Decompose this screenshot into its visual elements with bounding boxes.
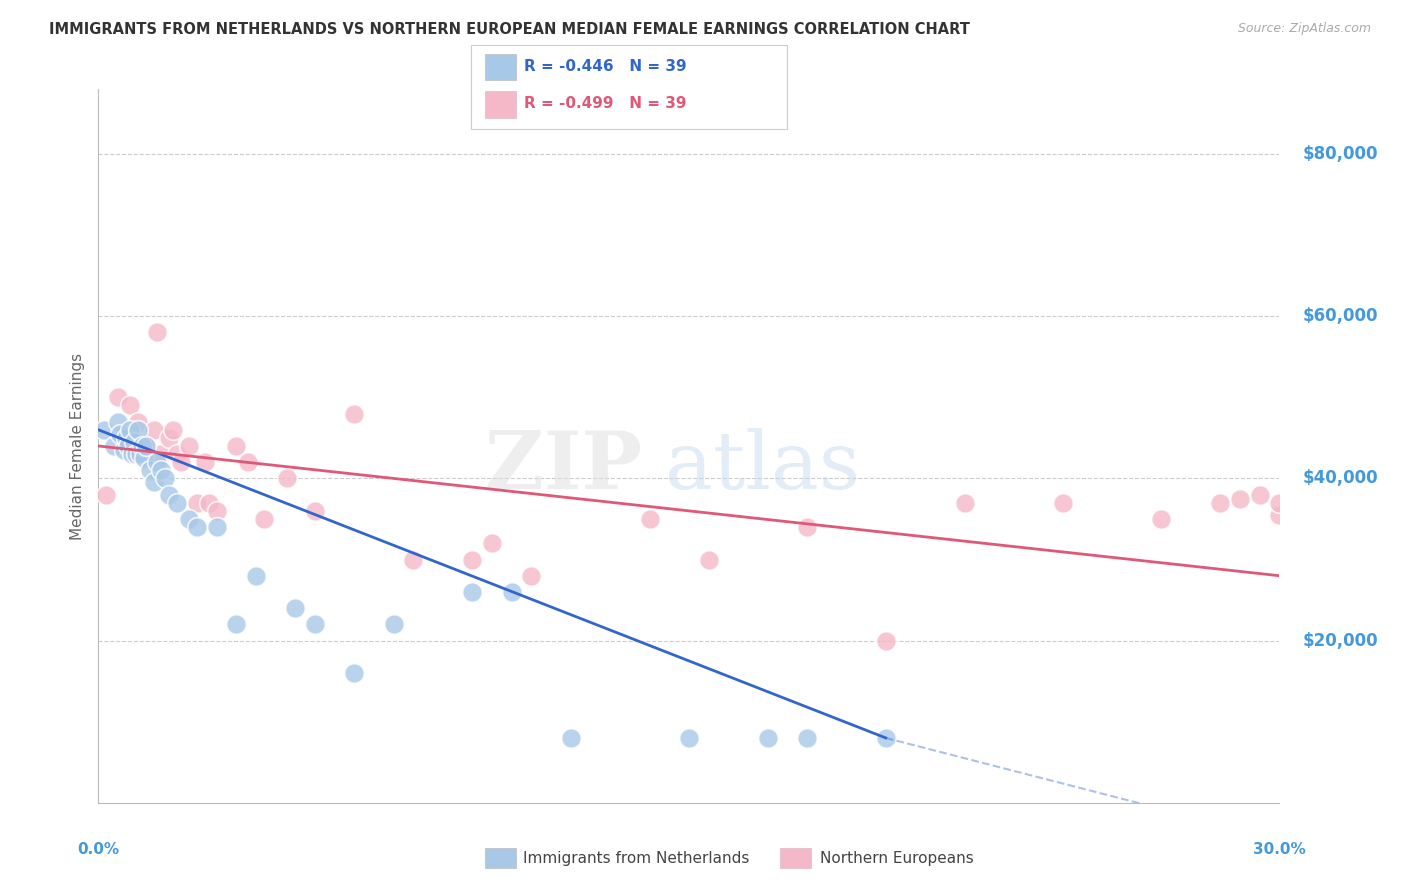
Point <box>501 585 523 599</box>
Point <box>875 731 897 745</box>
Text: $40,000: $40,000 <box>1303 469 1379 487</box>
Point <box>177 512 200 526</box>
Point <box>157 431 180 445</box>
Point <box>166 496 188 510</box>
Text: $60,000: $60,000 <box>1303 307 1378 326</box>
Point <box>1249 488 1271 502</box>
Point <box>796 731 818 745</box>
Point <box>186 496 208 510</box>
Point <box>138 463 160 477</box>
Point <box>127 415 149 429</box>
Text: 30.0%: 30.0% <box>1253 842 1306 856</box>
Point <box>103 439 125 453</box>
Point <box>118 399 141 413</box>
Point <box>205 520 228 534</box>
Point <box>756 731 779 745</box>
Point <box>162 423 184 437</box>
Point <box>131 439 153 453</box>
Point <box>225 617 247 632</box>
Point <box>343 666 366 681</box>
Point <box>115 431 138 445</box>
Point <box>107 415 129 429</box>
Point <box>236 455 259 469</box>
Text: IMMIGRANTS FROM NETHERLANDS VS NORTHERN EUROPEAN MEDIAN FEMALE EARNINGS CORRELAT: IMMIGRANTS FROM NETHERLANDS VS NORTHERN … <box>49 22 970 37</box>
Point <box>276 471 298 485</box>
Point <box>461 552 484 566</box>
Point <box>1268 496 1291 510</box>
Text: Northern Europeans: Northern Europeans <box>820 851 973 865</box>
Point <box>112 443 135 458</box>
Text: Source: ZipAtlas.com: Source: ZipAtlas.com <box>1237 22 1371 36</box>
Point <box>142 475 165 490</box>
Point <box>1209 496 1232 510</box>
Point <box>194 455 217 469</box>
Point <box>304 617 326 632</box>
Point <box>304 504 326 518</box>
Point <box>122 434 145 449</box>
Point <box>157 488 180 502</box>
Point <box>146 326 169 340</box>
Point <box>108 426 131 441</box>
Point <box>150 447 173 461</box>
Point <box>481 536 503 550</box>
Point <box>402 552 425 566</box>
Text: $80,000: $80,000 <box>1303 145 1378 163</box>
Point <box>382 617 405 632</box>
Point <box>1268 508 1291 522</box>
Point <box>1052 496 1074 510</box>
Point <box>127 423 149 437</box>
Point <box>1150 512 1173 526</box>
Point <box>177 439 200 453</box>
Point <box>197 496 219 510</box>
Point <box>1229 491 1251 506</box>
Point <box>638 512 661 526</box>
Point <box>343 407 366 421</box>
Point <box>121 447 143 461</box>
Text: R = -0.446   N = 39: R = -0.446 N = 39 <box>524 59 688 73</box>
Point <box>678 731 700 745</box>
Point <box>697 552 720 566</box>
Point <box>118 423 141 437</box>
Text: ZIP: ZIP <box>485 428 641 507</box>
Text: $20,000: $20,000 <box>1303 632 1379 649</box>
Point <box>170 455 193 469</box>
Point <box>953 496 976 510</box>
Point <box>146 455 169 469</box>
Point <box>125 447 148 461</box>
Point <box>461 585 484 599</box>
Point <box>150 463 173 477</box>
Point <box>284 601 307 615</box>
Point <box>253 512 276 526</box>
Point <box>132 451 155 466</box>
Point <box>128 447 150 461</box>
Point <box>135 439 157 453</box>
Point <box>520 568 543 582</box>
Text: atlas: atlas <box>665 428 860 507</box>
Y-axis label: Median Female Earnings: Median Female Earnings <box>69 352 84 540</box>
Text: Immigrants from Netherlands: Immigrants from Netherlands <box>523 851 749 865</box>
Point <box>205 504 228 518</box>
Point <box>560 731 582 745</box>
Point <box>166 447 188 461</box>
Point <box>96 488 118 502</box>
Point <box>117 439 139 453</box>
Point <box>155 471 177 485</box>
Point <box>107 390 129 404</box>
Point <box>796 520 818 534</box>
Point <box>875 633 897 648</box>
Text: 0.0%: 0.0% <box>77 842 120 856</box>
Point <box>135 439 157 453</box>
Point <box>225 439 247 453</box>
Point <box>142 423 165 437</box>
Point <box>93 423 115 437</box>
Text: R = -0.499   N = 39: R = -0.499 N = 39 <box>524 96 688 111</box>
Point <box>186 520 208 534</box>
Point <box>245 568 267 582</box>
